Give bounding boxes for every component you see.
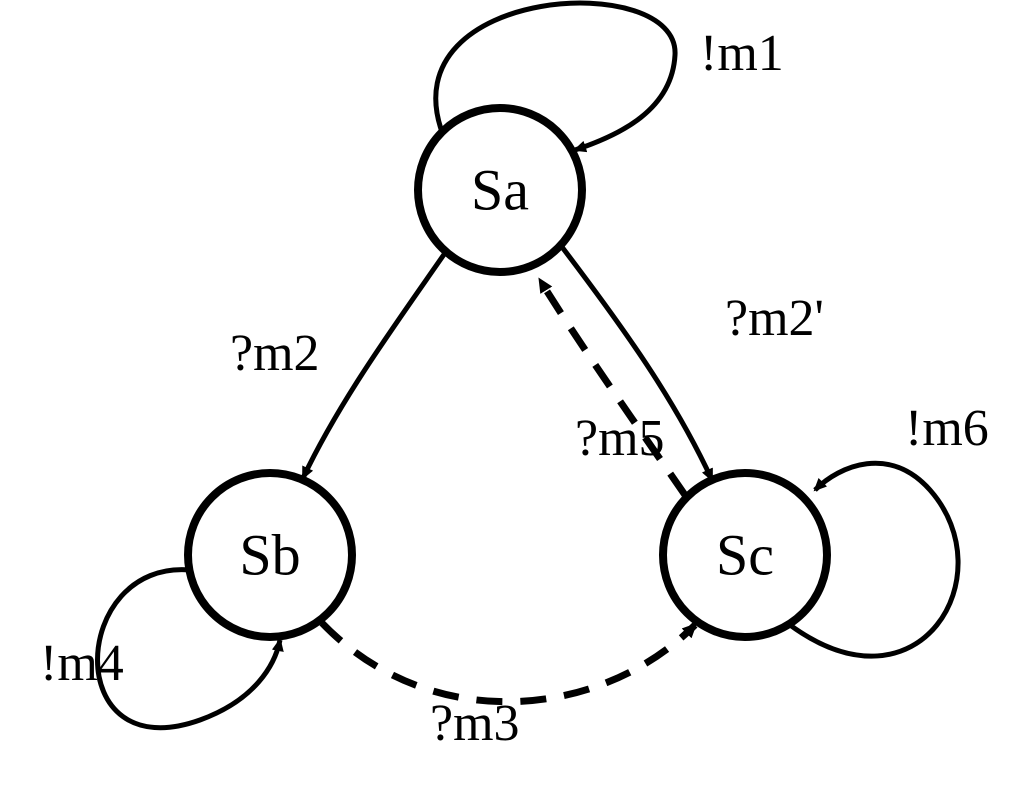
edge-m2-label: ?m2 [230, 325, 320, 382]
edge-m2 [303, 253, 445, 478]
edge-m6-label: !m6 [905, 400, 989, 457]
edge-m5-label: ?m5 [575, 410, 665, 467]
node-sb-label: Sb [239, 523, 300, 588]
edge-m2p-label: ?m2' [725, 290, 824, 347]
edge-m4-label: !m4 [40, 635, 124, 692]
edge-m3 [322, 623, 695, 702]
edge-m3-label: ?m3 [430, 695, 520, 752]
node-sc-label: Sc [716, 523, 774, 588]
edge-m1-label: !m1 [700, 25, 784, 82]
state-diagram: !m1 !m4 !m6 ?m2 ?m2' ?m3 ?m5 Sa Sb Sc [0, 0, 1017, 788]
node-sa-label: Sa [471, 158, 529, 223]
